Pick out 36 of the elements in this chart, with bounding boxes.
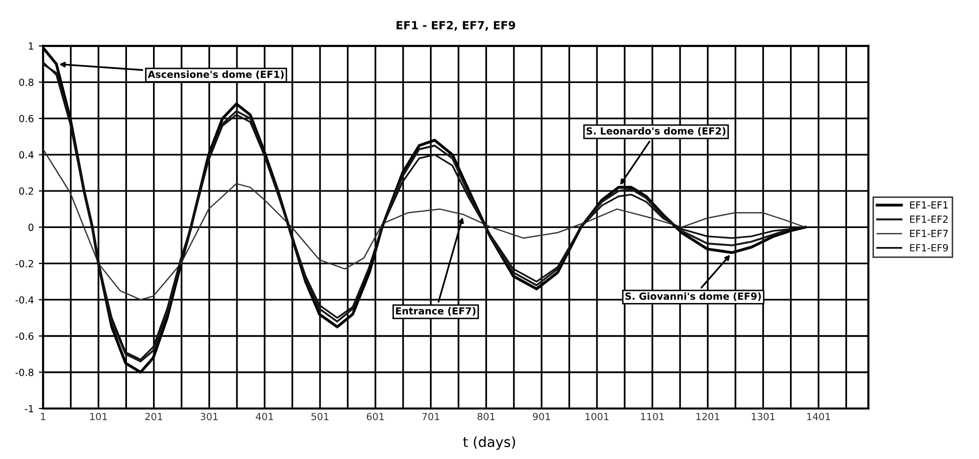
x-tick-label: 801 <box>478 412 495 420</box>
x-tick-label: 501 <box>311 412 328 420</box>
x-tick-label: 1201 <box>696 412 720 420</box>
y-tick-label: 0 <box>28 224 34 232</box>
x-tick-label: 1 <box>41 412 46 420</box>
x-axis-title: t (days) <box>463 436 516 450</box>
x-tick-label: 601 <box>366 412 384 420</box>
y-tick-label: 0.4 <box>19 151 34 159</box>
y-tick-label: 1 <box>28 42 34 50</box>
y-tick-label: 0.8 <box>19 78 34 86</box>
y-tick-label: -1 <box>24 405 34 412</box>
annotation: Entrance (EF7) <box>396 307 476 316</box>
annotation: S. Leonardo's dome (EF2) <box>586 127 726 136</box>
y-tick-label: -0.8 <box>16 368 34 376</box>
x-tick-label: 1301 <box>752 412 775 420</box>
annotation: Ascensione's dome (EF1) <box>148 70 284 80</box>
annotation: S. Giovanni's dome (EF9) <box>625 292 761 301</box>
legend-label: EF1-EF7 <box>910 230 948 238</box>
y-tick-label: 0.6 <box>19 114 34 122</box>
chart-title: EF1 - EF2, EF7, EF9 <box>396 20 516 31</box>
y-tick-label: 0.2 <box>19 187 34 195</box>
y-tick-label: -0.6 <box>16 332 34 340</box>
legend-label: EF1-EF9 <box>910 244 948 252</box>
legend-label: EF1-EF2 <box>910 216 948 223</box>
x-tick-label: 201 <box>145 412 162 420</box>
x-tick-label: 1101 <box>641 412 664 420</box>
x-tick-label: 1401 <box>807 412 830 420</box>
legend-label: EF1-EF1 <box>910 201 948 208</box>
y-tick-label: -0.2 <box>16 260 34 268</box>
x-tick-label: 101 <box>90 412 107 420</box>
x-tick-label: 901 <box>532 412 550 420</box>
x-tick-label: 301 <box>200 412 218 420</box>
x-tick-label: 1001 <box>586 412 608 420</box>
y-tick-label: -0.4 <box>16 296 34 304</box>
x-tick-label: 401 <box>256 412 274 420</box>
x-tick-label: 701 <box>422 412 440 420</box>
